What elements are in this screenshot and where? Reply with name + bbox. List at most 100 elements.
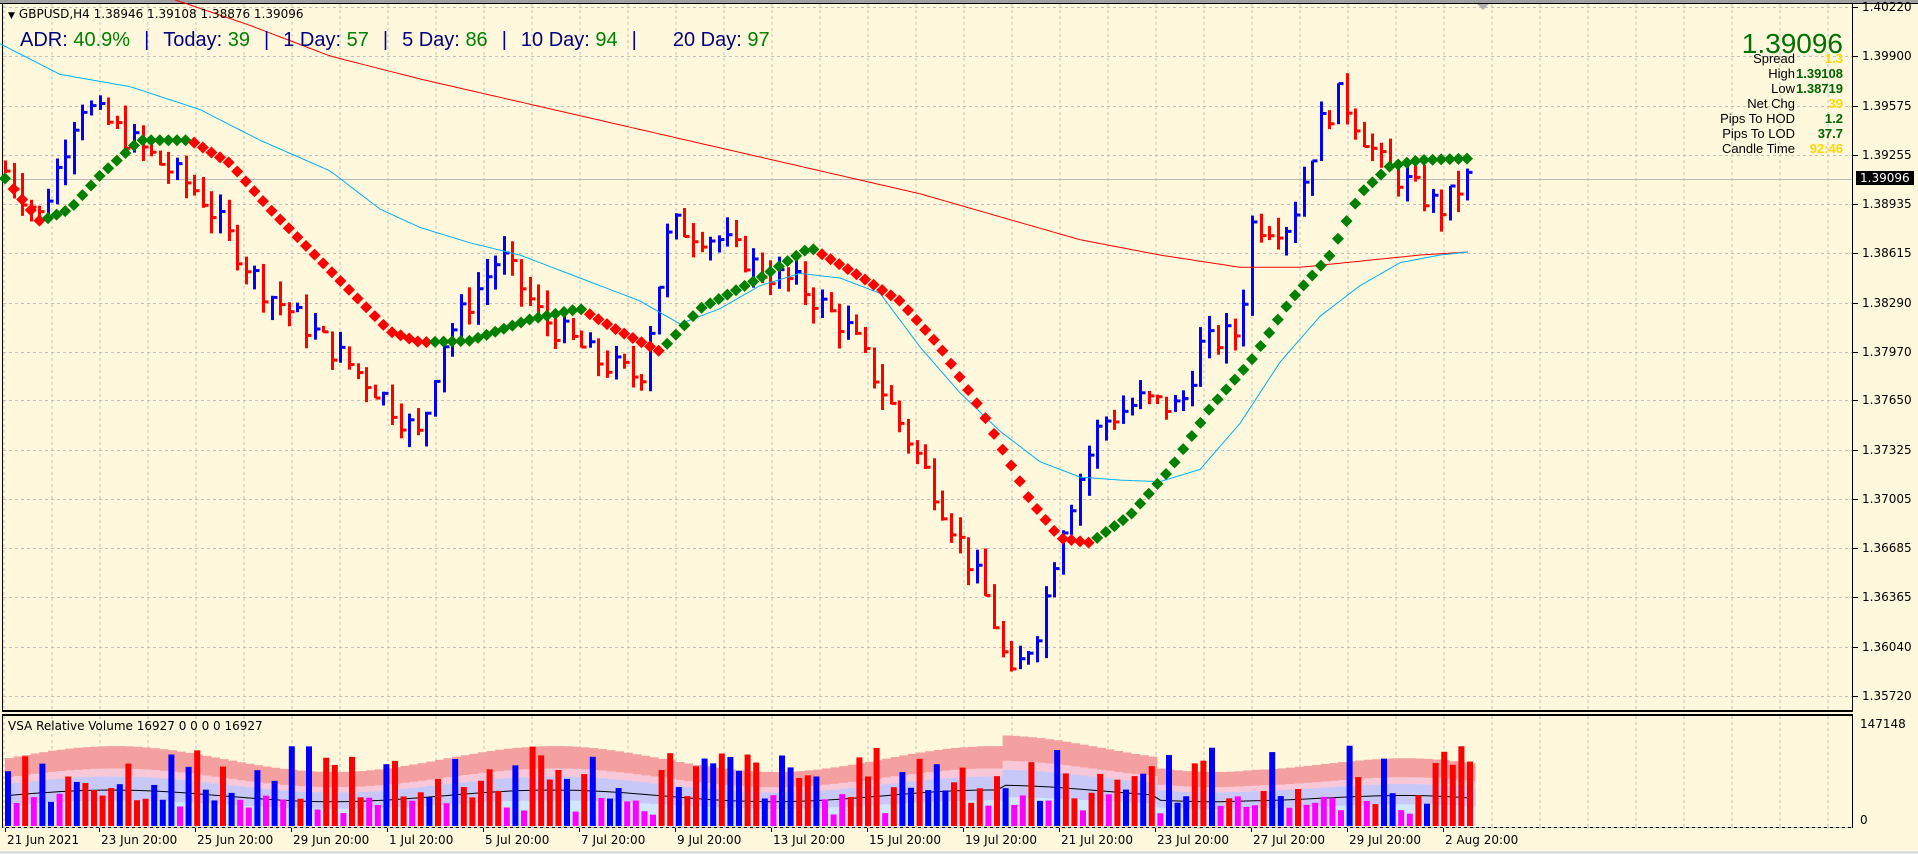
- time-axis-label: 27 Jul 20:00: [1253, 833, 1325, 847]
- 20day-value: 97: [747, 29, 770, 51]
- info-label: Pips To HOD: [1720, 111, 1795, 126]
- adr-label: ADR:: [20, 29, 68, 51]
- symbol-ohlc-label: ▼ GBPUSD,H4 1.38946 1.39108 1.38876 1.390…: [8, 7, 304, 21]
- today-value: 39: [227, 29, 251, 51]
- separator: |: [264, 29, 270, 51]
- price-axis-tick: [1853, 499, 1858, 500]
- price-chart-panel[interactable]: [2, 4, 1853, 712]
- dropdown-triangle-icon[interactable]: ▼: [8, 11, 15, 21]
- price-axis-tick: [1853, 400, 1858, 401]
- info-value: 37.7: [1817, 126, 1843, 141]
- volume-axis-min: 0: [1860, 813, 1868, 827]
- info-label: Net Chg: [1747, 96, 1795, 111]
- time-axis-tick: [771, 828, 772, 832]
- info-label: Spread: [1753, 51, 1795, 66]
- price-axis-tick: [1853, 597, 1858, 598]
- time-axis-tick: [291, 828, 292, 832]
- time-axis-tick: [5, 828, 6, 832]
- separator: |: [144, 29, 150, 51]
- 1day-label: 1 Day:: [283, 29, 342, 51]
- price-axis-tick: [1853, 450, 1858, 451]
- 20day-label: 20 Day:: [672, 29, 742, 51]
- info-label: Pips To LOD: [1722, 126, 1795, 141]
- time-axis-tick: [1155, 828, 1156, 832]
- info-value: 39: [1828, 96, 1843, 111]
- time-axis-label: 7 Jul 20:00: [581, 833, 646, 847]
- time-axis-tick: [1251, 828, 1252, 832]
- adr-indicator: ADR: 40.9% | Today: 39 | 1 Day: 57 | 5 Day: 86…: [20, 29, 770, 52]
- time-axis-tick: [99, 828, 100, 832]
- price-axis-tick: [1853, 155, 1858, 156]
- time-axis-label: 15 Jul 20:00: [869, 833, 941, 847]
- info-value: 1.3: [1824, 51, 1843, 66]
- window-bottom-border: [0, 851, 1918, 854]
- time-axis-tick: [675, 828, 676, 832]
- time-axis-label: 2 Aug 20:00: [1445, 833, 1519, 847]
- price-axis-tick: [1853, 352, 1858, 353]
- price-axis-tick: [1853, 7, 1858, 8]
- info-label: High: [1768, 66, 1795, 81]
- time-axis-label: 23 Jun 20:00: [101, 833, 178, 847]
- price-axis-label: 1.37325: [1862, 443, 1912, 458]
- volume-axis-max: 147148: [1860, 717, 1906, 731]
- price-axis-tick: [1853, 696, 1858, 697]
- price-axis-tick: [1853, 253, 1858, 254]
- time-axis-tick: [195, 828, 196, 832]
- separator: |: [501, 29, 507, 51]
- info-value: 1.2: [1824, 111, 1843, 126]
- time-axis-tick: [1347, 828, 1348, 832]
- window-top-line: [0, 3, 1918, 4]
- time-axis-label: 1 Jul 20:00: [389, 833, 454, 847]
- 1day-value: 57: [346, 29, 369, 51]
- price-axis-label: 1.39255: [1862, 147, 1912, 162]
- 5day-label: 5 Day:: [402, 29, 460, 51]
- price-axis-label: 1.36365: [1862, 590, 1912, 605]
- time-axis-label: 29 Jun 20:00: [293, 833, 370, 847]
- info-value: 1.38719: [1796, 81, 1843, 96]
- info-label: Low: [1771, 81, 1795, 96]
- price-axis-label: 1.36685: [1862, 541, 1912, 556]
- adr-value: 40.9%: [73, 29, 131, 51]
- 10day-value: 94: [595, 29, 618, 51]
- time-axis-tick: [963, 828, 964, 832]
- price-axis-tick: [1853, 56, 1858, 57]
- separator: |: [382, 29, 389, 51]
- window-top-border: [0, 0, 1918, 3]
- current-price-display: 1.39096: [1741, 28, 1843, 59]
- price-axis-tick: [1853, 106, 1858, 107]
- chart-shift-marker-icon[interactable]: [1477, 4, 1489, 10]
- 5day-value: 86: [465, 29, 488, 51]
- price-axis-tick: [1853, 204, 1858, 205]
- 10day-label: 10 Day:: [520, 29, 590, 51]
- current-price-tag: 1.39096: [1856, 171, 1914, 185]
- price-axis-label: 1.39900: [1862, 48, 1912, 63]
- time-axis-label: 23 Jul 20:00: [1157, 833, 1229, 847]
- time-axis-tick: [579, 828, 580, 832]
- price-axis-tick: [1853, 647, 1858, 648]
- symbol-ohlc-text: GBPUSD,H4 1.38946 1.39108 1.38876 1.3909…: [18, 7, 304, 21]
- time-axis-label: 5 Jul 20:00: [485, 833, 550, 847]
- separator: |: [631, 29, 637, 51]
- time-axis-tick: [483, 828, 484, 832]
- time-axis-label: 29 Jul 20:00: [1349, 833, 1421, 847]
- price-axis-label: 1.36040: [1862, 640, 1912, 654]
- time-axis-label: 19 Jul 20:00: [965, 833, 1037, 847]
- price-axis-tick: [1853, 548, 1858, 549]
- price-axis-label: 1.38290: [1862, 295, 1912, 310]
- price-axis-label: 1.37005: [1862, 492, 1912, 507]
- time-axis-label: 21 Jun 2021: [7, 833, 80, 847]
- info-label: Candle Time: [1722, 141, 1795, 156]
- time-axis-label: 9 Jul 20:00: [677, 833, 742, 847]
- volume-indicator-title: VSA Relative Volume 16927 0 0 0 0 16927: [8, 719, 263, 733]
- price-axis-label: 1.35720: [1862, 689, 1912, 703]
- price-axis-label: 1.38615: [1862, 245, 1912, 260]
- time-axis-tick: [1059, 828, 1060, 832]
- time-axis-tick: [1443, 828, 1444, 832]
- time-axis-tick: [867, 828, 868, 832]
- today-label: Today:: [163, 29, 223, 51]
- price-axis-label: 1.38935: [1862, 196, 1912, 211]
- time-axis-label: 21 Jul 20:00: [1061, 833, 1133, 847]
- price-axis-label: 1.39575: [1862, 98, 1912, 113]
